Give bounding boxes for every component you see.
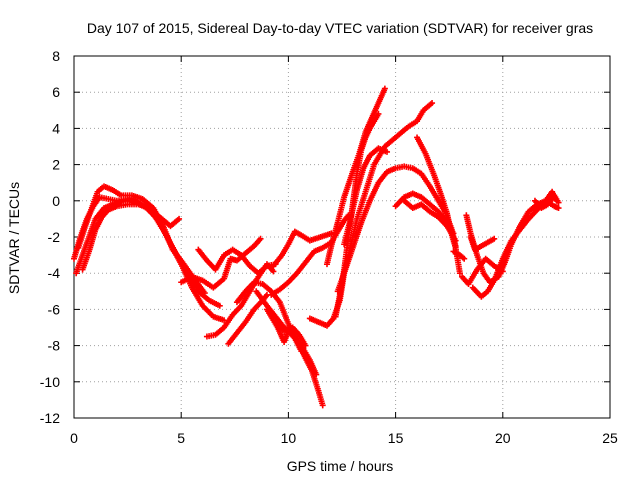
series-track-27	[459, 255, 506, 288]
series-track-26	[469, 188, 560, 300]
data-point	[302, 342, 309, 349]
x-tick-label: 20	[495, 430, 511, 446]
data-point	[384, 148, 391, 155]
data-point	[456, 270, 463, 277]
y-tick-label: -4	[48, 265, 61, 281]
y-tick-label: -8	[48, 338, 61, 354]
data-point	[429, 100, 436, 107]
y-tick-label: 4	[52, 120, 60, 136]
data-point	[555, 199, 562, 206]
y-tick-label: -10	[40, 374, 60, 390]
series-track-19	[341, 145, 391, 248]
x-tick-label: 25	[602, 430, 618, 446]
y-tick-label: 8	[52, 48, 60, 64]
y-tick-labels: -12 -10 -8 -6 -4 -2 0 2 4 6 8	[40, 48, 60, 426]
x-tick-label: 15	[388, 430, 404, 446]
series-track-8	[225, 291, 270, 347]
y-tick-label: 2	[52, 157, 60, 173]
data-point	[298, 348, 305, 355]
series-track-7	[178, 235, 264, 291]
y-axis-label: SDTVAR / TECUs	[6, 182, 22, 294]
x-tick-label: 0	[70, 430, 78, 446]
series-track-22	[414, 134, 463, 277]
series-track-16	[323, 85, 388, 268]
series-track-25	[467, 234, 498, 253]
y-tick-label: -2	[48, 229, 61, 245]
series-track-12	[272, 317, 309, 349]
x-axis-label: GPS time / hours	[287, 458, 394, 474]
grid-lines	[74, 56, 610, 418]
data-point	[216, 302, 223, 309]
data-point	[499, 268, 506, 275]
data-point	[319, 402, 326, 409]
series-track-28	[531, 192, 562, 212]
data-point	[555, 205, 562, 212]
data-point	[491, 235, 498, 242]
data-point	[176, 215, 183, 222]
y-tick-label: -6	[48, 301, 61, 317]
data-point	[381, 85, 388, 92]
y-tick-label: -12	[40, 410, 60, 426]
data-point	[201, 290, 208, 297]
series-track-4	[79, 201, 183, 273]
data-point	[257, 235, 264, 242]
chart-title: Day 107 of 2015, Sidereal Day-to-day VTE…	[87, 20, 593, 36]
data-point	[461, 255, 468, 262]
series-track-23	[450, 248, 468, 262]
data-point	[270, 268, 277, 275]
x-tick-label: 10	[281, 430, 297, 446]
series-track-14	[270, 228, 335, 269]
data-series	[71, 85, 562, 409]
x-tick-label: 5	[177, 430, 185, 446]
y-tick-label: 6	[52, 84, 60, 100]
series-track-6	[195, 246, 279, 277]
axis-ticks	[73, 55, 611, 419]
data-point	[375, 110, 382, 117]
data-point	[313, 371, 320, 378]
y-tick-label: 0	[52, 193, 60, 209]
x-tick-labels: 0 5 10 15 20 25	[70, 430, 618, 446]
